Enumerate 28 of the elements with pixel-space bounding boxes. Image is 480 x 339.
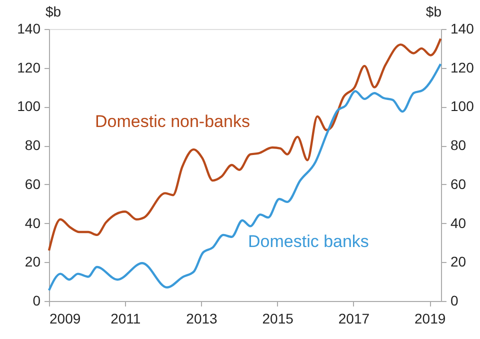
line-series — [48, 62, 442, 292]
x-tick-label: 2017 — [338, 310, 370, 326]
series-label: Domestic non-banks — [95, 112, 250, 131]
y2-tick-label: 40 — [450, 214, 466, 231]
x-tick-label: 2015 — [262, 310, 294, 326]
y2-tick-label: 120 — [450, 59, 474, 76]
series-label: Domestic banks — [248, 232, 369, 251]
y-tick-label: 40 — [24, 214, 41, 231]
y-tick-label: 120 — [17, 59, 41, 76]
y-axis-title: $b — [46, 4, 62, 20]
y-tick-label: 20 — [24, 254, 41, 270]
y2-tick-label: 60 — [450, 176, 466, 192]
line-series — [48, 38, 442, 252]
y-tick-label: 60 — [24, 176, 41, 192]
y-tick-label: 100 — [17, 98, 41, 114]
y2-axis-title: $b — [426, 4, 442, 20]
y-tick-label: 80 — [24, 137, 41, 154]
x-tick-label: 2009 — [50, 310, 81, 326]
y-tick-label: 0 — [32, 292, 41, 308]
y-tick-label: 140 — [17, 20, 41, 36]
y2-tick-label: 20 — [450, 254, 466, 270]
y2-tick-label: 100 — [450, 98, 474, 114]
y2-tick-label: 140 — [450, 20, 474, 36]
x-tick-label: 2011 — [110, 310, 141, 326]
y2-tick-label: 80 — [450, 137, 466, 154]
x-tick-label: 2013 — [186, 310, 218, 326]
y2-tick-label: 0 — [450, 292, 458, 308]
x-tick-label: 2019 — [414, 310, 446, 326]
